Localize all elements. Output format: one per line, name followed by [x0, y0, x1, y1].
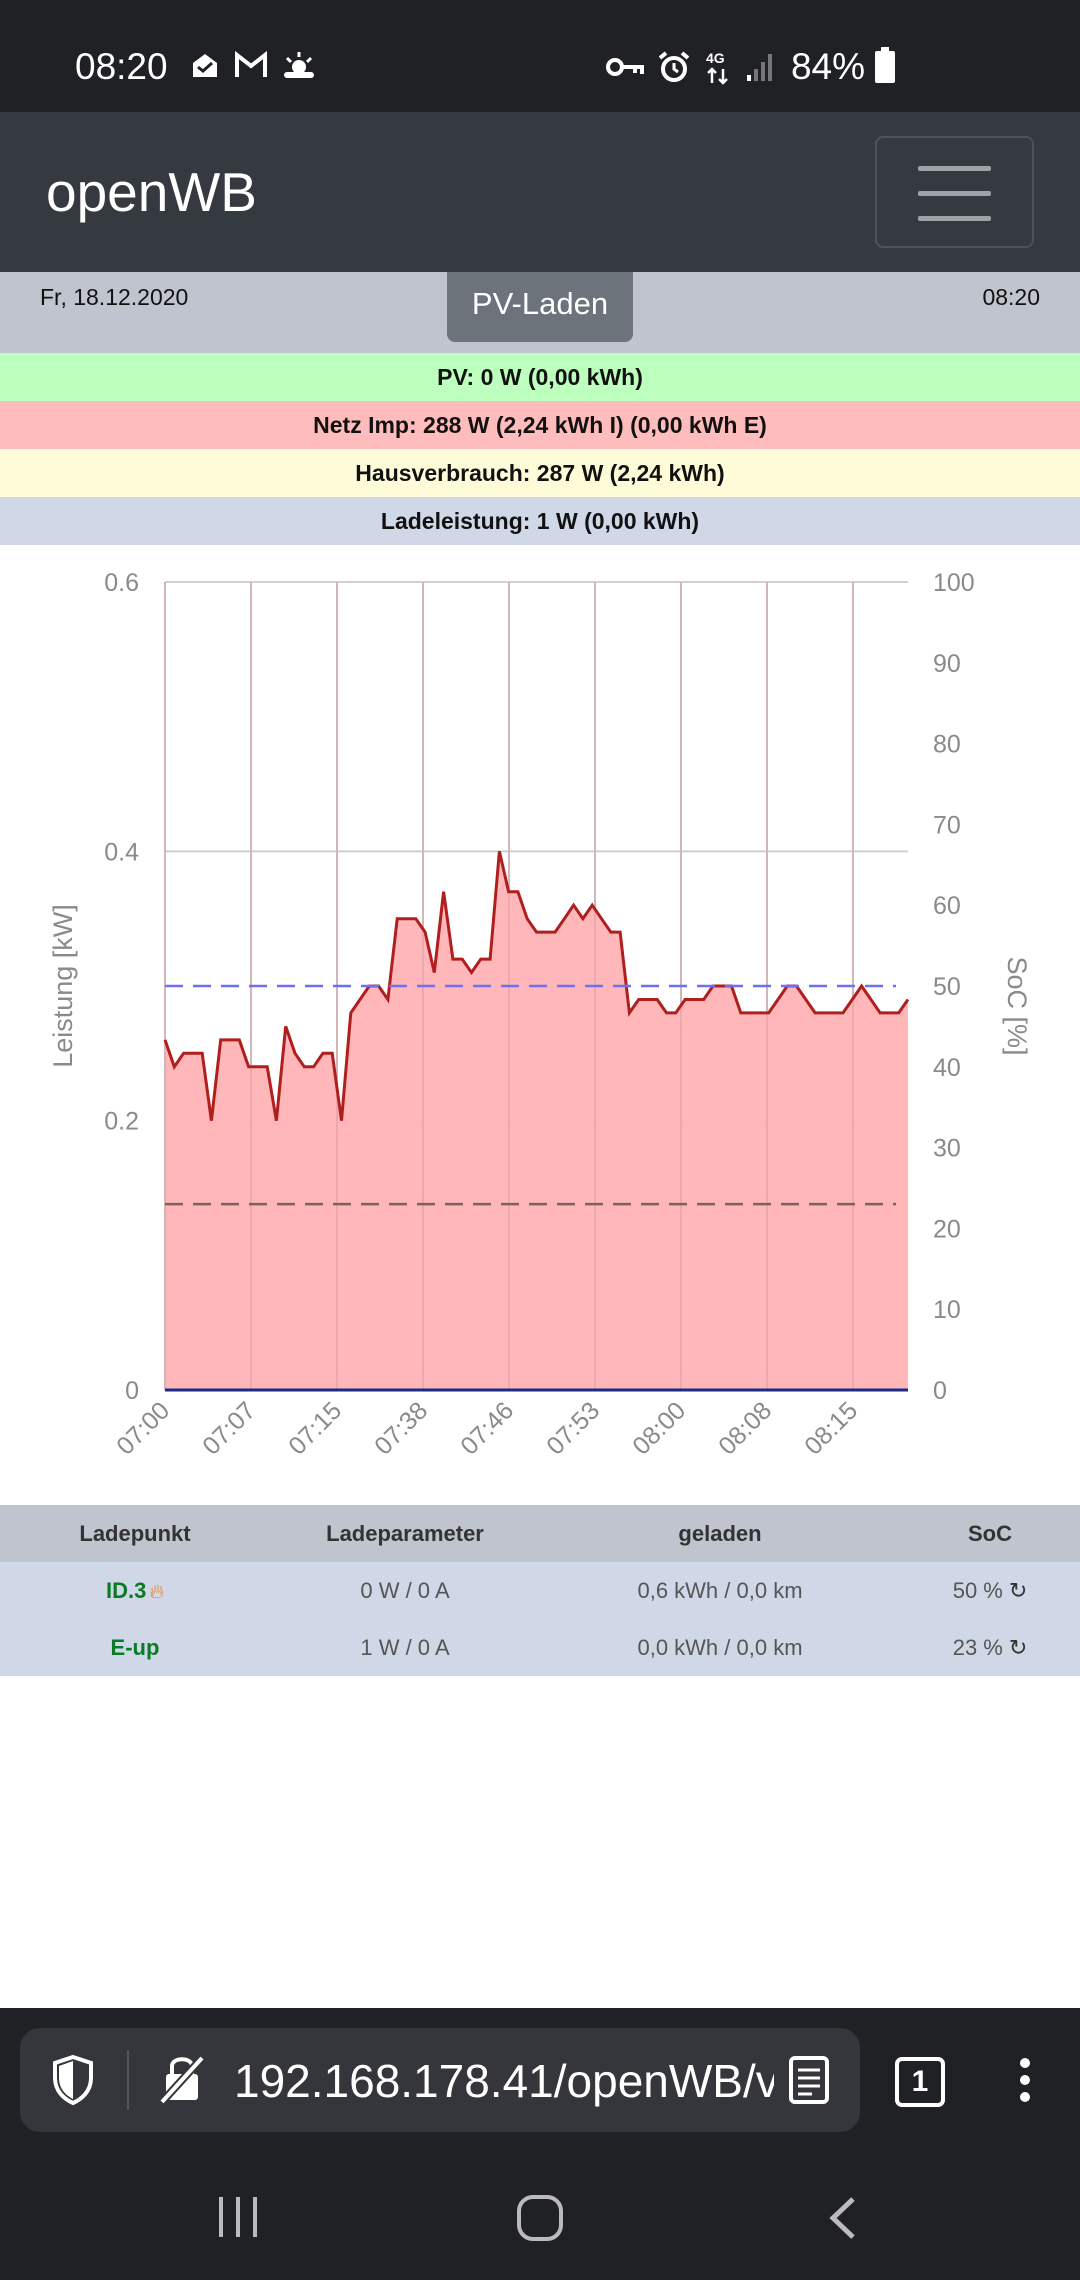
charge-mode-button[interactable]: PV-Laden [447, 272, 633, 342]
x-tick-label: 07:46 [455, 1396, 519, 1460]
brand-logo[interactable]: openWB [46, 161, 257, 223]
y2-tick-label: 50 [933, 973, 961, 1001]
charged-amount: 0,6 kWh / 0,0 km [637, 1577, 803, 1603]
x-tick-label: 07:38 [369, 1396, 433, 1460]
mail-app-icon [193, 54, 217, 77]
header-soc: SoC [968, 1520, 1012, 1546]
y2-tick-label: 60 [933, 892, 961, 920]
header-geladen: geladen [678, 1520, 762, 1546]
charged-amount: 0,0 kWh / 0,0 km [637, 1634, 803, 1660]
soc-value: 23 % [952, 1634, 1003, 1660]
y2-tick-label: 70 [933, 811, 961, 839]
header-row: Fr, 18.12.2020 PV-Laden 08:20 [0, 272, 1080, 353]
charging-power-info: Ladeleistung: 1 W (0,00 kWh) [0, 497, 1080, 545]
battery-percent: 84% [790, 46, 865, 87]
soc-value: 50 % [952, 1577, 1003, 1603]
y-axis-title: Leistung [kW] [48, 904, 78, 1068]
status-bar: 08:20 4G 84% [0, 0, 1080, 112]
y-tick-label: 0.2 [104, 1108, 139, 1136]
app-navbar: openWB [0, 112, 1080, 272]
chargepoint-name[interactable]: ID.3 [105, 1577, 147, 1603]
table-row[interactable]: E-up 1 W / 0 A 0,0 kWh / 0,0 km 23 % ↻ [0, 1619, 1080, 1676]
url-bar[interactable]: 192.168.178.41/openWB/v [20, 2028, 860, 2132]
x-tick-label: 08:08 [713, 1396, 777, 1460]
tabs-button[interactable]: 1 [895, 2057, 945, 2107]
refresh-icon[interactable]: ↻ [1008, 1577, 1028, 1603]
x-tick-label: 07:53 [541, 1396, 605, 1460]
y2-tick-label: 0 [933, 1377, 947, 1405]
power-chart[interactable]: 0 0.2 0.4 0.6 0 10 20 30 40 50 60 70 80 90 100 07:00 07:… [0, 545, 1080, 1505]
y-tick-label: 0.4 [104, 838, 139, 866]
grid-info: Netz Imp: 288 W (2,24 kWh I) (0,00 kWh E… [0, 401, 1080, 449]
network-4g-icon: 4G [706, 50, 728, 85]
y2-tick-label: 10 [933, 1296, 961, 1324]
y2-tick-label: 90 [933, 650, 961, 678]
y-tick-label: 0.6 [104, 569, 139, 597]
x-tick-label: 08:15 [799, 1396, 863, 1460]
more-menu-icon[interactable] [1020, 2058, 1044, 2109]
y2-axis-title: SoC [%] [1002, 956, 1032, 1055]
table-header: Ladepunkt Ladeparameter geladen SoC [0, 1505, 1080, 1562]
header-ladepunkt: Ladepunkt [79, 1520, 191, 1546]
charge-parameter: 1 W / 0 A [360, 1634, 450, 1660]
charge-parameter: 0 W / 0 A [360, 1577, 450, 1603]
y2-tick-label: 40 [933, 1054, 961, 1082]
y2-tick-label: 80 [933, 731, 961, 759]
pv-info: PV: 0 W (0,00 kWh) [0, 353, 1080, 401]
x-tick-label: 08:00 [627, 1396, 691, 1460]
y2-tick-label: 100 [933, 569, 975, 597]
chargepoint-table: Ladepunkt Ladeparameter geladen SoC ID.3… [0, 1505, 1080, 1676]
power-line [163, 850, 910, 1121]
y2-tick-label: 20 [933, 1215, 961, 1243]
status-time: 08:20 [75, 46, 168, 87]
x-tick-label: 07:00 [111, 1396, 175, 1460]
header-ladeparameter: Ladeparameter [326, 1520, 484, 1546]
hamburger-menu-button[interactable] [875, 136, 1034, 248]
vpn-key-icon [605, 58, 644, 76]
system-nav-bar [0, 2155, 1080, 2280]
hamburger-menu-icon [918, 166, 991, 171]
y2-tick-label: 30 [933, 1135, 961, 1163]
reader-mode-icon[interactable] [785, 2053, 833, 2107]
chargepoint-name[interactable]: E-up [110, 1634, 160, 1660]
current-date: Fr, 18.12.2020 [40, 284, 189, 310]
signal-icon [746, 54, 772, 81]
table-row[interactable]: ID.3 🔥︎ 0 W / 0 A 0,6 kWh / 0,0 km 50 % ↻ [0, 1562, 1080, 1619]
shield-icon[interactable] [50, 2054, 96, 2106]
insecure-lock-icon[interactable] [158, 2052, 206, 2106]
power-area [165, 851, 908, 1390]
home-icon[interactable] [515, 2193, 565, 2243]
plug-flame-icon: 🔥︎ [149, 1580, 165, 1603]
refresh-icon[interactable]: ↻ [1008, 1634, 1028, 1660]
x-tick-label: 07:15 [283, 1396, 347, 1460]
chart-svg: 0 0.2 0.4 0.6 0 10 20 30 40 50 60 70 80 90 100 07:00 07:… [48, 569, 1032, 1460]
svg-text:4G: 4G [706, 50, 725, 66]
y-tick-label: 0 [125, 1377, 139, 1405]
x-tick-label: 07:07 [197, 1396, 261, 1460]
back-icon[interactable] [825, 2195, 861, 2241]
current-time: 08:20 [982, 284, 1040, 310]
browser-toolbar: 192.168.178.41/openWB/v 1 [0, 2008, 1080, 2155]
gmail-icon [235, 50, 267, 77]
alarm-icon [658, 51, 690, 82]
weather-icon [284, 52, 314, 78]
url-text[interactable]: 192.168.178.41/openWB/v [234, 2055, 774, 2107]
house-consumption-info: Hausverbrauch: 287 W (2,24 kWh) [0, 449, 1080, 497]
recent-apps-icon[interactable] [215, 2195, 261, 2239]
battery-icon [875, 47, 895, 83]
